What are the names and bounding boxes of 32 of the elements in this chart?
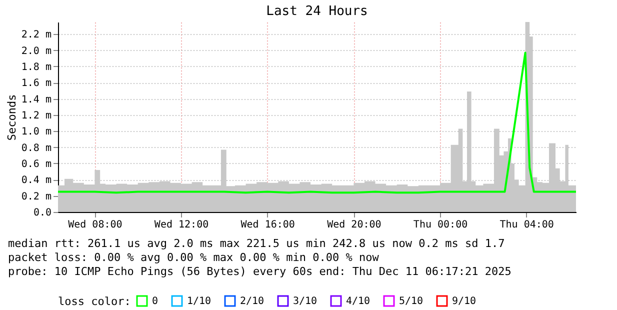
y-tick-label: 1.0 m [21,126,52,138]
y-tick-label: 0.0 [33,208,52,218]
y-tick-label: 0.8 m [21,142,52,154]
legend-title: loss color: [58,295,131,308]
legend-label: 1/10 [187,296,212,307]
x-tick-label: Wed 12:00 [154,220,209,230]
x-tick-label: Wed 16:00 [240,220,295,230]
legend-label: 0 [152,296,158,307]
text: packet loss: 0.00 % avg 0.00 % max 0.00 % min 0.00 % now [8,251,380,264]
x-tick-label: Thu 04:00 [500,220,554,230]
y-tick-label: 0.4 m [21,175,52,186]
x-tick-label: Thu 00:00 [413,220,468,230]
y-tick-label: 1.8 m [21,62,52,73]
y-tick-label: 1.6 m [21,78,52,90]
y-tick-label: 0.2 m [21,191,52,202]
y-tick-label: 1.4 m [21,94,52,106]
x-tick-label: Wed 08:00 [68,220,122,230]
text: median rtt: 261.1 us avg 2.0 ms max 221.5 us min 242.8 us now 0.2 ms sd 1.7 [8,237,505,250]
y-tick-label: 0.6 m [21,158,52,170]
y-axis-title: Seconds [5,94,18,141]
legend-label: 3/10 [293,296,318,307]
y-tick-label: 2.0 m [21,46,52,57]
chart-title: Last 24 Hours [266,4,368,19]
legend-label: 2/10 [240,296,264,307]
legend-label: 4/10 [346,296,370,307]
y-tick-label: 1.2 m [21,110,52,122]
legend-label: 5/10 [399,296,424,307]
legend-label: 9/10 [452,296,476,307]
line-series [58,52,576,194]
x-tick-label: Wed 20:00 [327,220,382,230]
text: probe: 10 ICMP Echo Pings (56 Bytes) every 60s end: Thu Dec 11 06:17:21 2025 [8,265,512,278]
y-tick-label: 2.2 m [21,30,52,41]
